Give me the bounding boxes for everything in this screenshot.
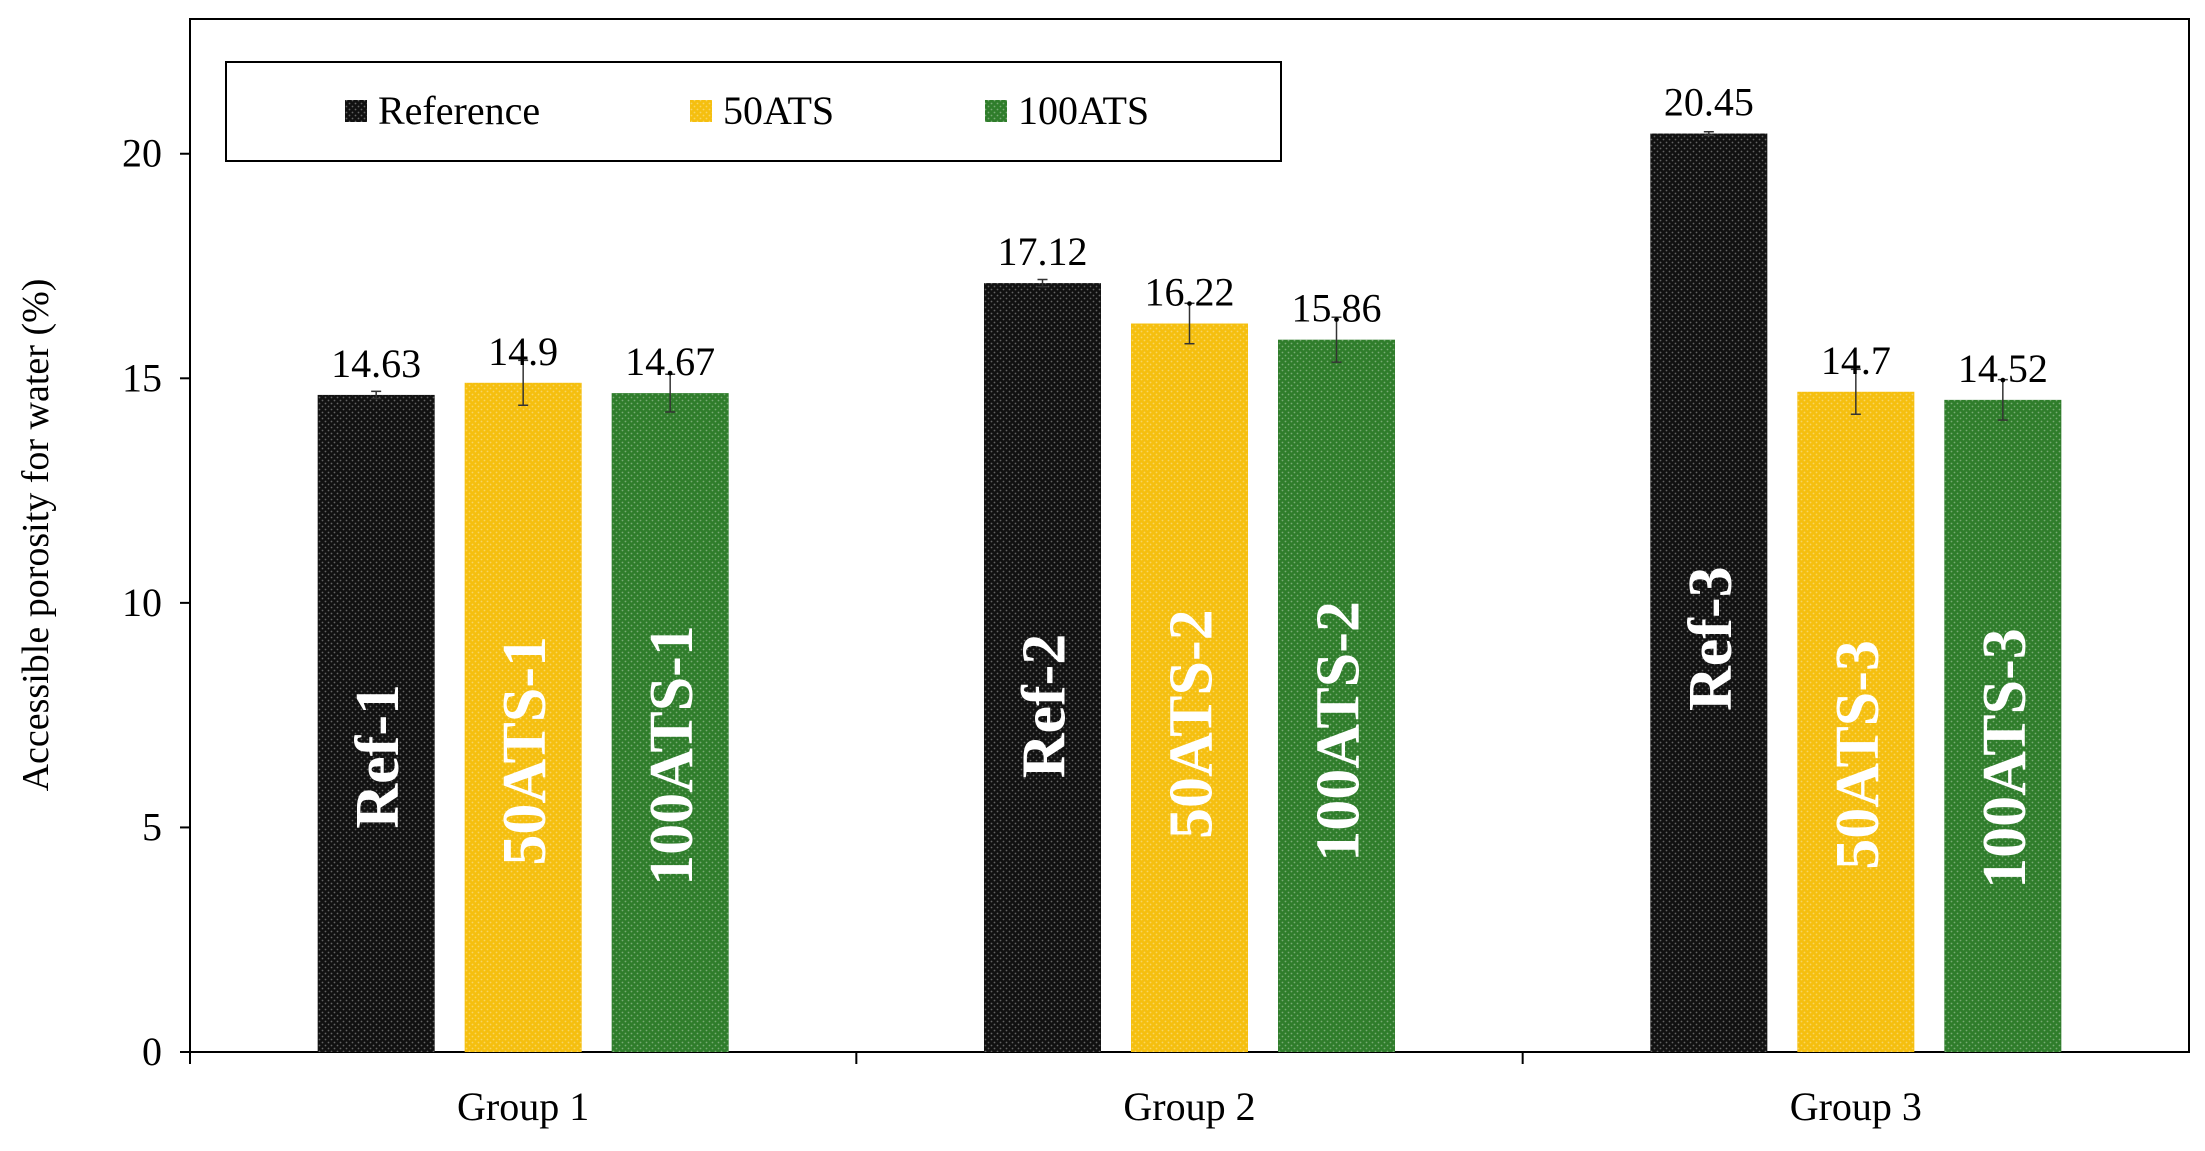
bar-texture (464, 382, 582, 1052)
legend-label: 50ATS (723, 88, 834, 133)
y-tick-label: 10 (122, 580, 162, 625)
bar-name-label: Ref-2 (1011, 634, 1079, 779)
y-tick-label: 15 (122, 355, 162, 400)
legend-swatch-texture (985, 100, 1007, 122)
data-label: 17.12 (998, 229, 1088, 274)
bar-texture (611, 393, 729, 1053)
bar-name-label: 50ATS-1 (491, 636, 559, 866)
x-category-label: Group 3 (1790, 1084, 1922, 1129)
data-label: 14.9 (488, 329, 558, 374)
y-axis-title: Accessible porosity for water (%) (15, 279, 57, 792)
legend-label: 100ATS (1018, 88, 1149, 133)
legend: Reference 50ATS 100ATS (225, 61, 1282, 162)
data-label: 20.45 (1664, 80, 1754, 125)
bar-texture (984, 283, 1101, 1052)
bar-texture (1131, 323, 1248, 1052)
legend-box (225, 61, 1282, 162)
bar-texture (1650, 133, 1768, 1052)
bar-name-label: 100ATS-1 (638, 625, 706, 886)
bar-texture (1278, 339, 1395, 1052)
legend-swatch-texture (345, 100, 367, 122)
bar-name-label: 100ATS-2 (1305, 601, 1373, 862)
bar-texture (317, 394, 435, 1052)
data-label: 16.22 (1145, 270, 1235, 315)
x-axis: Group 1 Group 2 Group 3 (189, 1052, 1922, 1129)
y-tick-label: 5 (142, 804, 162, 849)
bar-name-label: 100ATS-3 (1971, 628, 2039, 889)
data-label: 14.67 (625, 339, 715, 384)
bar-name-label: Ref-3 (1677, 566, 1745, 711)
bar-name-label: Ref-1 (344, 684, 412, 829)
data-label: 14.63 (331, 341, 421, 386)
legend-swatch-texture (690, 100, 712, 122)
data-label: 15.86 (1292, 286, 1382, 331)
bar-name-label: 50ATS-2 (1158, 609, 1226, 839)
bar-texture (1797, 391, 1915, 1052)
y-tick-label: 0 (142, 1029, 162, 1074)
x-category-label: Group 1 (457, 1084, 589, 1129)
data-label: 14.52 (1958, 346, 2048, 391)
bars-layer: 14.63 Ref-1 14.9 50ATS-1 14.67 100ATS-1 17.12 R… (317, 80, 2062, 1053)
y-tick-label: 20 (122, 131, 162, 176)
legend-label: Reference (378, 88, 540, 133)
y-axis: 0 5 10 15 20 (122, 131, 190, 1074)
x-category-label: Group 2 (1123, 1084, 1255, 1129)
bar-texture (1944, 399, 2062, 1052)
data-label: 14.7 (1821, 338, 1891, 383)
bar-name-label: 50ATS-3 (1824, 640, 1892, 870)
